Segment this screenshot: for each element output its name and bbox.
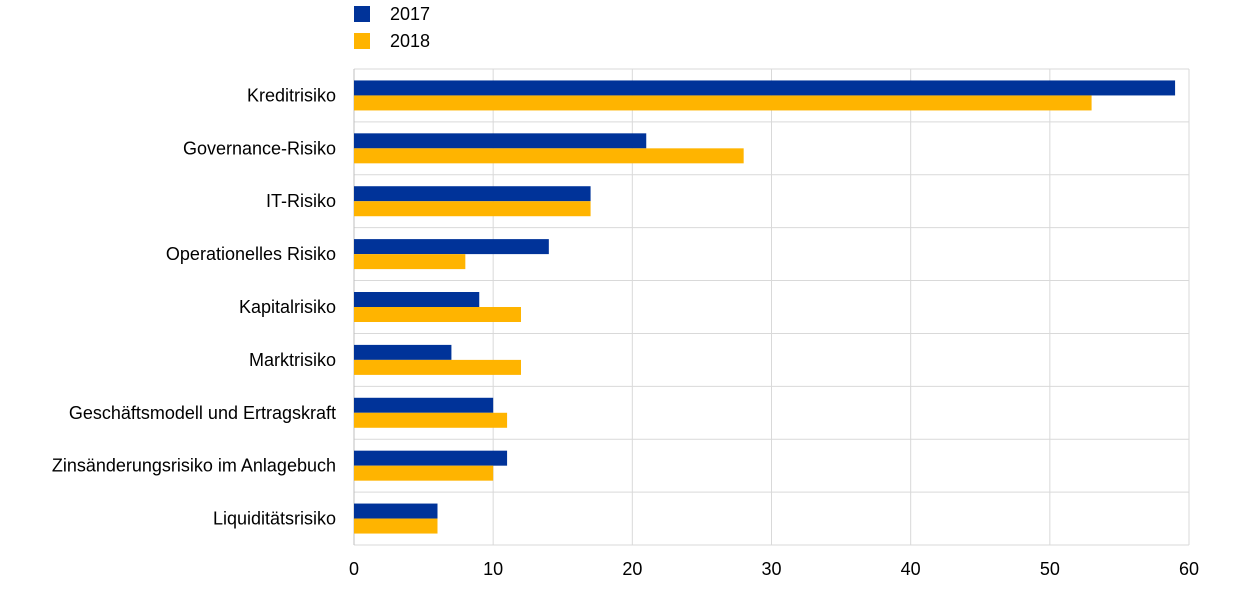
bar-2017-5 [354,292,480,307]
category-label: Liquiditätsrisiko [213,509,336,529]
category-label: Zinsänderungsrisiko im Anlagebuch [52,456,336,476]
category-label: Operationelles Risiko [166,244,336,264]
x-tick-label: 60 [1179,559,1199,579]
legend-label-2018: 2018 [390,31,430,51]
x-axis-ticks: 0 10 20 30 40 50 60 [349,559,1199,579]
bar-2018-5 [354,307,521,322]
bar-2017-3 [354,186,591,202]
category-label: Kapitalrisiko [239,297,336,317]
bar-2018-4 [354,254,466,270]
bar-2017-6 [354,344,452,360]
x-tick-label: 20 [622,559,642,579]
category-label: Kreditrisiko [247,85,336,105]
legend-label-2017: 2017 [390,4,430,24]
category-label: Geschäftsmodell und Ertragskraft [69,403,336,423]
bar-2018-9 [354,518,438,534]
x-tick-label: 10 [483,559,503,579]
bars [354,80,1176,534]
bar-2018-7 [354,412,508,428]
category-labels: Kreditrisiko Governance-Risiko IT-Risiko Op… [52,85,336,528]
bar-2017-1 [354,80,1176,96]
legend-swatch-2017 [354,6,370,22]
bar-2018-8 [354,465,494,481]
bar-2018-6 [354,359,521,375]
x-tick-label: 0 [349,559,359,579]
legend-swatch-2018 [354,33,370,49]
bar-2017-8 [354,450,508,466]
category-label: Governance-Risiko [183,138,336,158]
legend: 2017 2018 [354,4,430,51]
bar-2018-1 [354,95,1092,111]
x-tick-label: 40 [901,559,921,579]
bar-2017-4 [354,239,549,255]
category-label: IT-Risiko [266,191,336,211]
x-tick-label: 50 [1040,559,1060,579]
bar-2017-7 [354,397,494,413]
x-tick-label: 30 [761,559,781,579]
bar-2017-2 [354,133,647,149]
category-label: Marktrisiko [249,350,336,370]
bar-2018-3 [354,201,591,217]
bar-2018-2 [354,148,744,164]
bar-2017-9 [354,503,438,519]
